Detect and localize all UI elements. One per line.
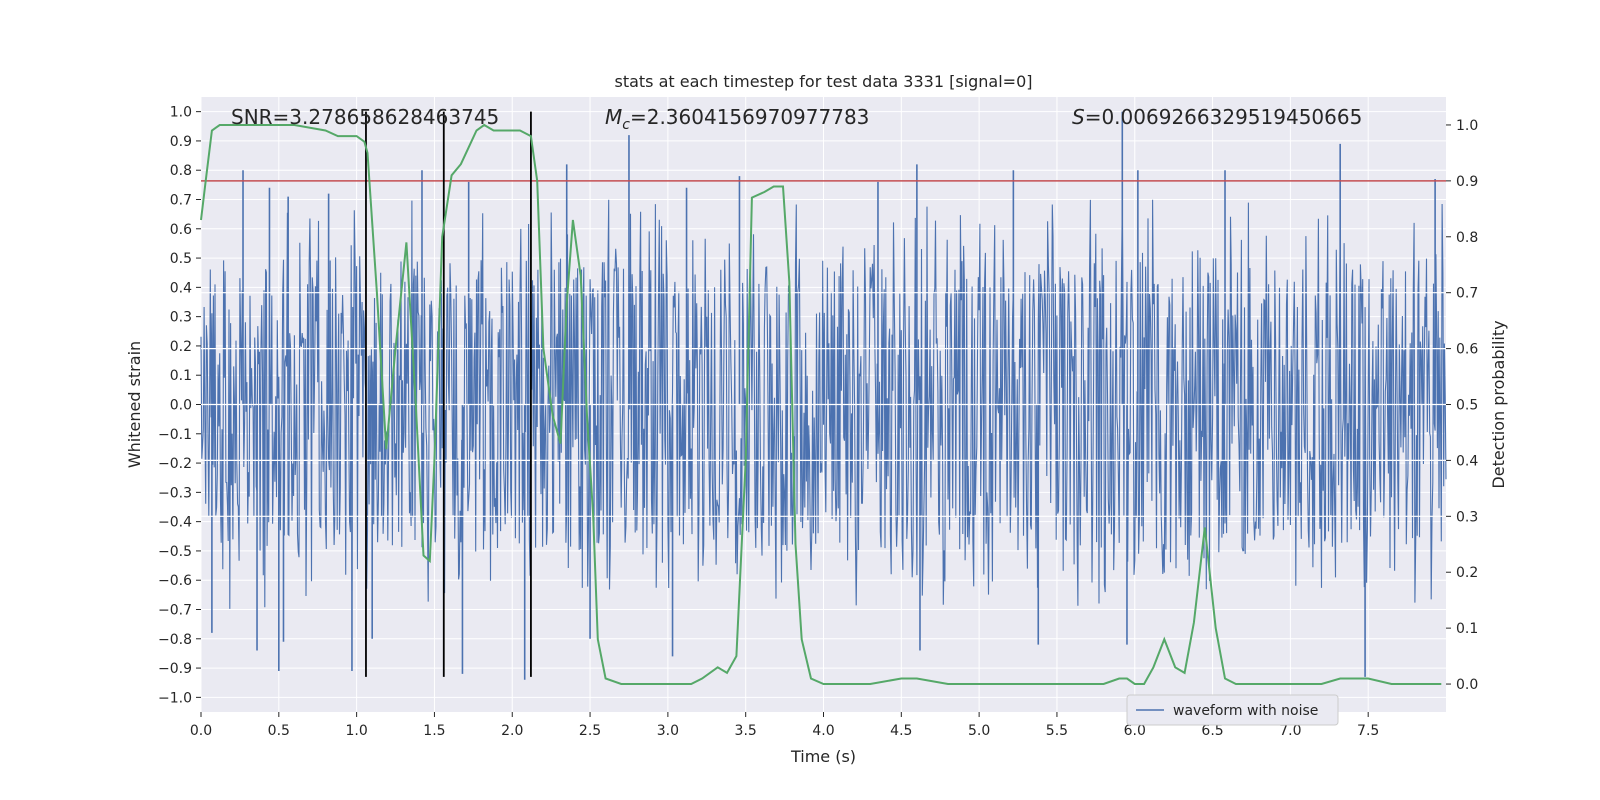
- x-tick-label: 6.5: [1201, 723, 1223, 739]
- waveform-series: [200, 111, 1447, 680]
- y-right-tick-label: 0.5: [1456, 398, 1478, 414]
- y-left-tick-label: 0.1: [170, 368, 192, 384]
- probability-series: [200, 123, 1442, 685]
- y-right-tick-label: 0.2: [1456, 565, 1478, 581]
- y-right-tick-label: 0.0: [1456, 677, 1478, 693]
- x-tick-label: 4.5: [890, 723, 912, 739]
- y-left-tick-label: 0.5: [170, 251, 192, 267]
- y-right-tick-label: 0.4: [1456, 453, 1478, 469]
- y-left-tick-label: 1.0: [170, 105, 192, 121]
- mc-symbol: M: [605, 105, 622, 129]
- y-left-tick-label: −0.1: [158, 427, 192, 443]
- x-tick-label: 4.0: [812, 723, 834, 739]
- y-right-tick-label: 0.3: [1456, 509, 1478, 525]
- legend-box: [1126, 694, 1339, 726]
- x-tick-label: 1.0: [345, 723, 367, 739]
- y-axis-label-right: Detection probability: [1489, 320, 1508, 488]
- y-left-tick-label: −0.5: [158, 544, 192, 560]
- chirp-mass-annotation: Mc=2.3604156970977783: [605, 105, 869, 133]
- y-right-tick-label: 0.7: [1456, 286, 1478, 302]
- y-left-tick-label: −0.8: [158, 632, 192, 648]
- chart-title: stats at each timestep for test data 333…: [614, 72, 1032, 91]
- y-right-tick-label: 0.8: [1456, 230, 1478, 246]
- y-left-tick-label: 0.3: [170, 310, 192, 326]
- y-left-tick-label: 0.9: [170, 134, 192, 150]
- x-tick-label: 5.0: [968, 723, 990, 739]
- y-left-tick-label: 0.0: [170, 398, 192, 414]
- y-left-tick-label: 0.7: [170, 193, 192, 209]
- y-left-tick-label: −0.4: [158, 515, 192, 531]
- y-left-tick-label: −0.6: [158, 573, 192, 589]
- y-left-tick-label: 0.2: [170, 339, 192, 355]
- y-left-tick-label: 0.6: [170, 222, 192, 238]
- snr-annotation: SNR=3.278658628463745: [231, 105, 499, 129]
- legend-label: waveform with noise: [1173, 703, 1318, 719]
- s-value: =0.0069266329519450665: [1085, 105, 1363, 129]
- mc-value: =2.3604156970977783: [630, 105, 869, 129]
- y-axis-label-left: Whitened strain: [125, 341, 144, 468]
- y-left-tick-label: −1.0: [158, 690, 192, 706]
- x-tick-label: 7.5: [1357, 723, 1379, 739]
- x-tick-label: 3.5: [735, 723, 757, 739]
- x-tick-label: 7.0: [1279, 723, 1301, 739]
- x-tick-label: 2.0: [501, 723, 523, 739]
- legend: waveform with noise: [1126, 694, 1339, 726]
- probability-line: [200, 123, 1442, 685]
- y-left-tick-label: −0.9: [158, 661, 192, 677]
- x-tick-label: 6.0: [1124, 723, 1146, 739]
- y-left-tick-label: −0.7: [158, 603, 192, 619]
- x-tick-label: 0.5: [268, 723, 290, 739]
- x-tick-label: 5.5: [1046, 723, 1068, 739]
- mc-subscript: c: [622, 117, 630, 133]
- x-axis-label: Time (s): [790, 747, 856, 766]
- y-left-tick-label: −0.2: [158, 456, 192, 472]
- s-symbol: S: [1072, 105, 1085, 129]
- y-left-tick-label: 0.4: [170, 280, 192, 296]
- x-tick-label: 2.5: [579, 723, 601, 739]
- y-left-tick-label: 0.8: [170, 163, 192, 179]
- vertical-lines: [365, 111, 532, 677]
- s-annotation: S=0.0069266329519450665: [1072, 105, 1362, 129]
- y-right-tick-label: 0.1: [1456, 621, 1478, 637]
- x-tick-label: 0.0: [190, 723, 212, 739]
- y-left-ticks: 1.0 0.9 0.8 0.7 0.6 0.5 0.4 0.3 0.2 0.1 0.0 −0.1 −0.…: [158, 105, 201, 706]
- x-tick-label: 3.0: [657, 723, 679, 739]
- y-right-tick-label: 0.9: [1456, 174, 1478, 190]
- y-right-tick-label: 1.0: [1456, 118, 1478, 134]
- y-right-ticks: 1.0 0.9 0.8 0.7 0.6 0.5 0.4 0.3 0.2 0.1 0.0: [1446, 118, 1478, 693]
- x-ticks: 0.0 0.5 1.0 1.5 2.0 2.5 3.0 3.5 4.0 4.5 5.0 5.5 6.0 6…: [190, 712, 1379, 739]
- y-left-tick-label: −0.3: [158, 485, 192, 501]
- y-right-tick-label: 0.6: [1456, 342, 1478, 358]
- waveform-line: [200, 199, 1447, 609]
- x-tick-label: 1.5: [423, 723, 445, 739]
